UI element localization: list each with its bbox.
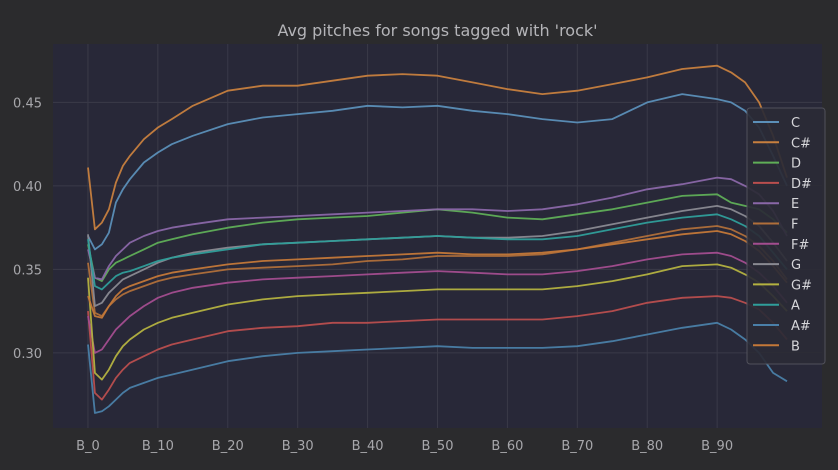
legend-label: G# [791, 278, 812, 293]
y-axis: 0.30 0.35 0.40 0.45 [13, 96, 42, 361]
series-line-E [87, 176, 788, 281]
series-line-B [87, 230, 788, 319]
x-tick-label: B_30 [282, 439, 314, 454]
series-lines [87, 64, 788, 414]
grid [53, 44, 822, 428]
legend-label: C [791, 116, 800, 131]
x-tick-label: B_90 [701, 439, 733, 454]
series-line-D [87, 193, 788, 282]
legend-box [746, 107, 826, 365]
legend-label: F# [791, 238, 809, 253]
chart-title: Avg pitches for songs tagged with 'rock' [277, 21, 597, 40]
x-tick-label: B_0 [76, 439, 100, 454]
legend-label: A [791, 299, 800, 314]
legend-label: C# [791, 136, 811, 151]
series-line-F-sharp [87, 251, 788, 354]
y-tick-label: 0.40 [13, 180, 42, 195]
x-tick-label: B_50 [422, 439, 454, 454]
x-tick-label: B_60 [491, 439, 523, 454]
legend-label: D# [791, 177, 812, 192]
legend-label: B [791, 339, 800, 354]
series-line-D-sharp [87, 295, 788, 401]
x-tick-label: B_40 [352, 439, 384, 454]
series-line-C [87, 93, 788, 251]
series-line-A [87, 213, 788, 291]
series-line-A-sharp [87, 321, 788, 414]
legend-label: A# [791, 319, 811, 334]
y-tick-label: 0.35 [13, 263, 42, 278]
legend-label: D [791, 157, 801, 172]
x-axis: B_0 B_10 B_20 B_30 B_40 B_50 B_60 B_70 B_80 B_90 [76, 439, 733, 454]
legend-label: G [791, 258, 801, 273]
x-tick-label: B_10 [142, 439, 174, 454]
legend-label: E [791, 197, 799, 212]
x-tick-label: B_20 [212, 439, 244, 454]
series-line-C-sharp [87, 64, 788, 231]
series-line-G-sharp [87, 263, 788, 381]
x-tick-label: B_70 [561, 439, 593, 454]
series-line-F [87, 225, 788, 317]
y-tick-label: 0.30 [13, 347, 42, 362]
legend: C C# D D# EF F# G G# A A# B [746, 107, 826, 365]
x-tick-label: B_80 [631, 439, 663, 454]
legend-label: F [791, 218, 798, 233]
y-tick-label: 0.45 [13, 96, 42, 111]
